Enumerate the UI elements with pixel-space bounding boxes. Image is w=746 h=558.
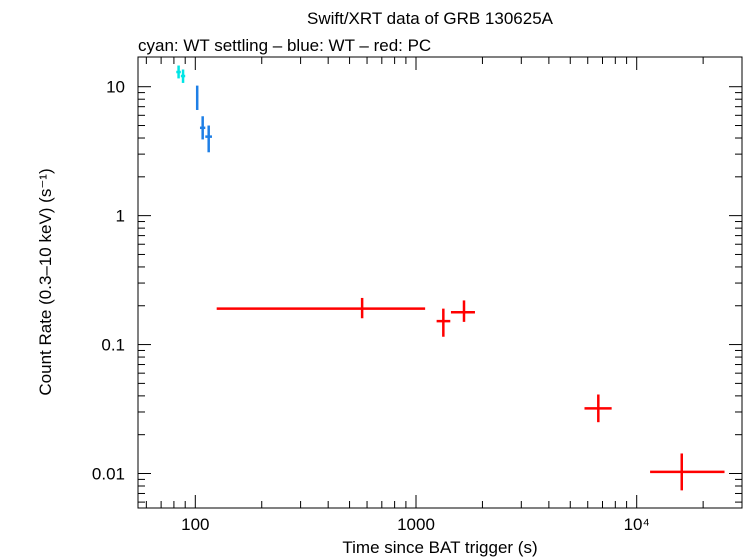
data-point (176, 65, 181, 79)
y-tick-label: 10 (106, 78, 125, 97)
data-point (199, 116, 206, 140)
data-point (180, 69, 186, 83)
data-point (584, 394, 612, 423)
data-points (176, 65, 725, 491)
data-point (216, 297, 426, 319)
plot-frame (137, 56, 743, 509)
data-point (205, 125, 212, 153)
x-tick-label: 1000 (397, 515, 435, 534)
x-axis-label: Time since BAT trigger (s) (342, 538, 537, 557)
y-tick-label: 0.01 (92, 464, 125, 483)
y-tick-label: 1 (116, 207, 125, 226)
chart-subtitle: cyan: WT settling – blue: WT – red: PC (138, 36, 431, 55)
y-axis-label: Count Rate (0.3–10 keV) (s⁻¹) (36, 168, 55, 395)
x-tick-label: 10⁴ (624, 515, 650, 534)
axis-tick-labels: 100 1000 10⁴ 0.01 0.1 1 10 (92, 78, 650, 534)
x-tick-label: 100 (181, 515, 209, 534)
data-point (450, 300, 475, 322)
chart-title: Swift/XRT data of GRB 130625A (307, 9, 554, 28)
axis-ticks (138, 57, 743, 508)
data-point (436, 308, 451, 337)
data-point (195, 85, 199, 110)
data-point (650, 453, 725, 491)
y-tick-label: 0.1 (101, 336, 125, 355)
